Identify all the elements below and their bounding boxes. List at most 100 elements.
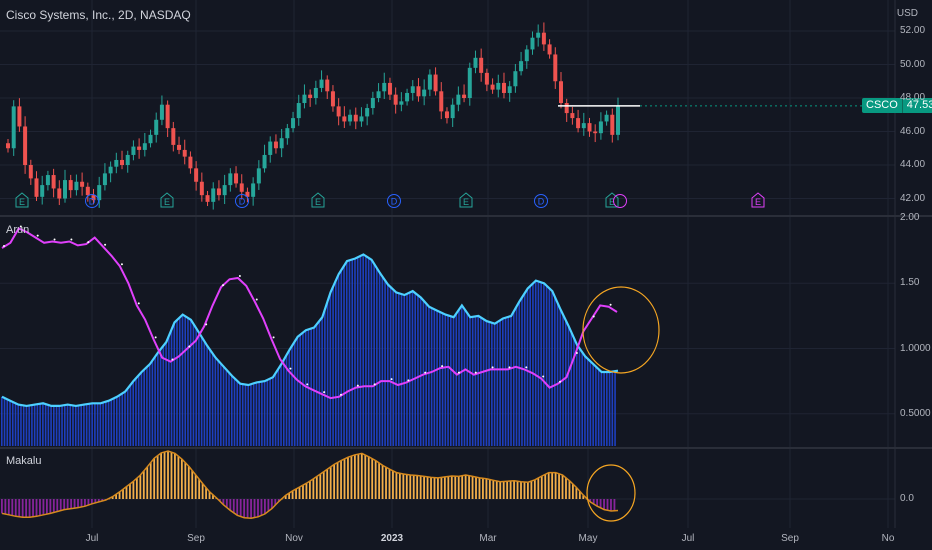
arun-histogram-bar: [288, 349, 291, 446]
arun-histogram-bar: [477, 315, 479, 446]
arun-histogram-bar: [282, 359, 285, 446]
makalu-bar: [333, 464, 336, 499]
dividend-icon: [387, 194, 401, 208]
arun-histogram-bar: [310, 328, 312, 446]
dividend-icon: [534, 194, 548, 208]
candle-body: [564, 103, 569, 114]
arun-histogram-bar: [181, 314, 184, 446]
magenta-dot: [592, 315, 595, 318]
arun-histogram-bar: [433, 309, 436, 446]
arun-histogram-bar: [425, 303, 427, 446]
arun-histogram-bar: [44, 404, 47, 446]
dividend-icon: [85, 194, 99, 208]
y-tick-label: 52.00: [900, 25, 926, 36]
makalu-bar: [322, 471, 325, 499]
magenta-dot: [373, 383, 376, 386]
arun-histogram-bar: [1, 396, 3, 446]
arun-histogram-bar: [228, 372, 230, 446]
arun-histogram-bar: [436, 310, 438, 446]
arun-histogram-bar: [592, 364, 594, 446]
makalu-bar: [132, 481, 135, 499]
magenta-dot: [306, 383, 309, 386]
arun-histogram-bar: [507, 316, 510, 446]
makalu-indicator-label[interactable]: Makalu: [6, 455, 42, 467]
y-tick-label: 50.00: [900, 58, 926, 70]
arun-histogram-bar: [143, 369, 145, 446]
makalu-bar: [21, 499, 24, 518]
arun-histogram-bar: [387, 284, 389, 446]
arun-histogram-bar: [94, 403, 96, 446]
makalu-bar: [340, 460, 342, 499]
arun-histogram-bar: [225, 369, 228, 446]
arun-histogram-bar: [337, 274, 340, 446]
arun-histogram-bar: [559, 309, 562, 446]
arun-histogram-bar: [608, 371, 611, 446]
arun-histogram-bar: [50, 405, 52, 446]
arun-histogram-bar: [499, 320, 501, 446]
arun-histogram-bar: [529, 285, 531, 446]
makalu-bar: [558, 473, 560, 499]
candle-body: [581, 123, 586, 129]
arun-histogram-bar: [6, 399, 9, 446]
arun-indicator-label[interactable]: Arun: [6, 224, 30, 236]
makalu-bar: [170, 452, 173, 499]
candle-body: [541, 32, 546, 45]
candle-body: [616, 105, 620, 135]
currency-label: USD: [896, 8, 918, 19]
magenta-dot: [508, 366, 511, 369]
candle-body: [273, 141, 278, 149]
dividend-icon: [235, 194, 249, 208]
makalu-bar: [509, 481, 512, 499]
makalu-bar: [592, 499, 595, 505]
candle-body: [102, 173, 107, 186]
arun-histogram-bar: [521, 297, 523, 446]
candle-body: [610, 114, 615, 135]
candle-body: [399, 101, 404, 105]
arun-histogram-bar: [512, 311, 515, 446]
makalu-bar: [447, 476, 450, 499]
makalu-bar: [426, 476, 429, 499]
makalu-bar: [118, 491, 121, 499]
candle-body: [251, 183, 256, 197]
candle-body: [85, 186, 90, 196]
candle-body: [433, 74, 438, 92]
candle-body: [57, 188, 62, 199]
makalu-bar: [139, 475, 142, 499]
candle-body: [262, 154, 267, 169]
arun-histogram-bar: [573, 338, 575, 446]
makalu-bar: [575, 487, 578, 499]
makalu-bar: [409, 475, 412, 499]
arun-histogram-bar: [597, 369, 600, 446]
dividend-icon: [613, 194, 627, 208]
arun-histogram-bar: [326, 300, 329, 446]
candle-body: [182, 149, 187, 157]
arun-histogram-bar: [296, 336, 299, 446]
arun-histogram-bar: [39, 403, 41, 446]
arun-histogram-bar: [466, 313, 469, 446]
makalu-bar: [90, 499, 93, 504]
arun-histogram-bar: [578, 348, 581, 446]
makalu-bar: [606, 499, 609, 511]
makalu-bar: [156, 455, 159, 499]
arun-histogram-bar: [198, 332, 200, 446]
makalu-bar: [527, 482, 529, 499]
candle-body: [91, 195, 96, 201]
candle-body: [23, 126, 28, 165]
highlight-circle-arun: [582, 286, 660, 374]
arun-histogram-bar: [567, 326, 570, 446]
arun-histogram-bar: [140, 371, 143, 446]
magenta-dot: [542, 375, 545, 378]
makalu-bar: [613, 499, 616, 511]
makalu-bar: [18, 499, 21, 517]
makalu-bar: [184, 462, 187, 499]
arun-histogram-bar: [173, 322, 176, 446]
makalu-bar: [260, 499, 263, 516]
candle-body: [382, 82, 387, 92]
arun-histogram-bar: [469, 317, 471, 446]
makalu-bar: [364, 455, 367, 499]
x-tick-label: 2023: [380, 533, 404, 544]
makalu-bar: [589, 499, 592, 502]
makalu-bar: [395, 472, 398, 499]
arun-histogram-bar: [211, 353, 214, 446]
